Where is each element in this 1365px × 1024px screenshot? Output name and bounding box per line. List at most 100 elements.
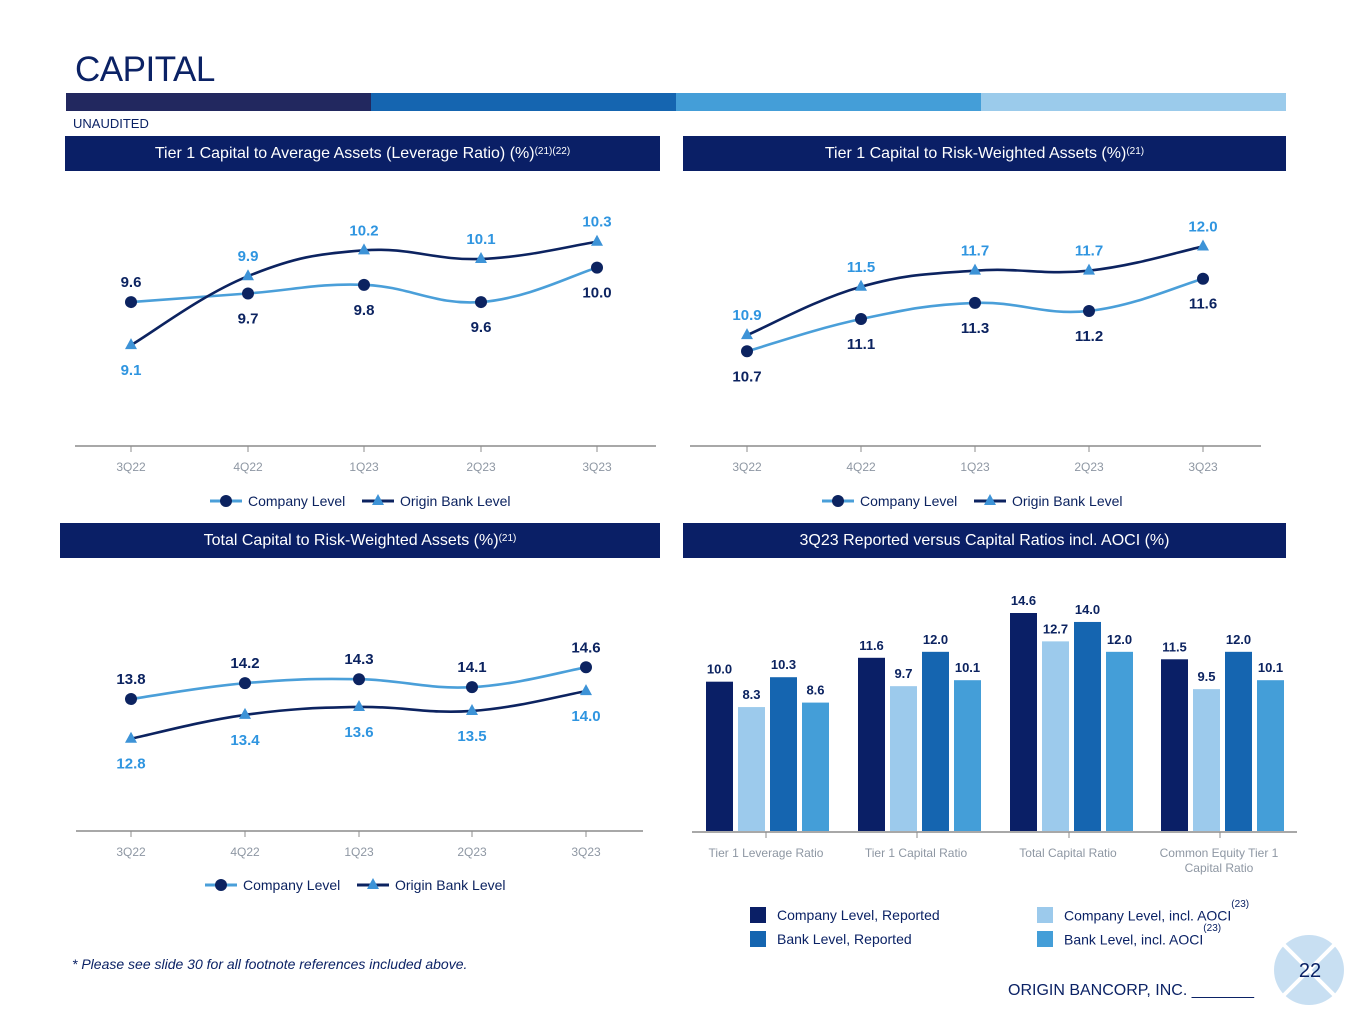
bank-data-point [741, 328, 753, 340]
page-number-badge: 22 [1274, 935, 1344, 1005]
data-label: 12.8 [116, 756, 145, 773]
legend-label-bank: Origin Bank Level [1012, 493, 1123, 509]
bar-company-reported [1010, 613, 1037, 831]
company-data-point [125, 296, 137, 309]
company-data-point [969, 296, 981, 309]
panel-title: Total Capital to Risk-Weighted Assets (%… [203, 531, 499, 549]
header-stripe-4 [981, 93, 1286, 111]
unaudited-label: UNAUDITED [73, 116, 149, 131]
x-tick-label: 2Q23 [457, 845, 487, 859]
company-data-point [855, 313, 867, 326]
header-stripe-1 [66, 93, 371, 111]
bar-data-label: 14.0 [1075, 602, 1100, 617]
category-label: Total Capital Ratio [1019, 846, 1117, 860]
legend-label-bank: Origin Bank Level [400, 493, 511, 509]
bar-company-aoci [1042, 641, 1069, 831]
data-label: 10.1 [466, 231, 495, 248]
data-label: 11.7 [961, 243, 989, 260]
legend-label-bank: Origin Bank Level [395, 877, 506, 893]
data-label: 13.4 [230, 732, 260, 749]
bar-bank-aoci [1257, 680, 1284, 831]
bank-data-point [855, 279, 867, 291]
data-label: 10.3 [582, 214, 611, 231]
bank-data-point [353, 699, 365, 711]
data-label: 11.6 [1189, 296, 1217, 313]
bar-data-label: 9.7 [894, 666, 912, 681]
legend-swatch-bank-aoci [1037, 931, 1053, 947]
legend-label-company-reported: Company Level, Reported [777, 907, 940, 923]
data-label: 14.2 [230, 655, 259, 672]
category-label: Tier 1 Capital Ratio [865, 846, 968, 860]
x-tick-label: 3Q22 [116, 845, 146, 859]
company-data-point [1197, 272, 1209, 285]
bar-bank-reported [922, 651, 949, 831]
legend-swatch-company-reported [750, 907, 766, 923]
bar-data-label: 12.0 [1226, 632, 1251, 647]
category-label: Common Equity Tier 1 [1160, 846, 1279, 860]
bank-data-point [591, 234, 603, 246]
company-data-point [358, 278, 370, 291]
legend-label-company: Company Level [248, 493, 345, 509]
x-tick-label: 3Q22 [116, 460, 146, 474]
bank-data-point [239, 707, 251, 719]
bar-data-label: 10.1 [1258, 660, 1283, 675]
company-data-point [242, 287, 254, 300]
panel-header-leverage: Tier 1 Capital to Average Assets (Levera… [65, 136, 660, 171]
x-tick-label: 3Q23 [571, 845, 601, 859]
bank-data-point [125, 731, 137, 743]
data-label: 9.6 [471, 319, 492, 336]
legend-company-marker-icon [832, 495, 844, 507]
company-data-point [475, 296, 487, 309]
data-label: 11.7 [1075, 243, 1103, 260]
bar-bank-aoci [1106, 651, 1133, 831]
bank-data-point [1197, 239, 1209, 251]
company-data-point [580, 661, 592, 674]
bank-data-point [358, 243, 370, 255]
data-label: 10.0 [582, 285, 611, 302]
data-label: 10.7 [732, 368, 761, 385]
legend-label-bank-reported: Bank Level, Reported [777, 931, 912, 947]
legend-swatch-bank-reported [750, 931, 766, 947]
data-label: 11.5 [847, 259, 875, 276]
x-tick-label: 2Q23 [1074, 460, 1104, 474]
data-label: 11.1 [847, 336, 875, 353]
data-label: 12.0 [1188, 218, 1217, 235]
panel-title-footnote: (21) [498, 533, 517, 544]
x-tick-label: 4Q22 [846, 460, 876, 474]
data-label: 9.6 [121, 274, 142, 291]
bank-data-point [125, 338, 137, 350]
panel-title: Tier 1 Capital to Average Assets (Levera… [154, 144, 535, 162]
bar-bank-reported [770, 677, 797, 831]
legend-bank-marker-icon [372, 494, 384, 505]
bar-data-label: 14.6 [1011, 593, 1036, 608]
page-number: 22 [1299, 960, 1321, 982]
legend-label-bank-aoci: Bank Level, incl. AOCI(23) [1064, 923, 1222, 948]
bank-data-point [1083, 263, 1095, 275]
data-label: 10.2 [349, 222, 378, 239]
panel-header-tier1-rwa: Tier 1 Capital to Risk-Weighted Assets (… [683, 136, 1286, 171]
bank-data-point [969, 263, 981, 275]
bar-bank-reported [1225, 651, 1252, 831]
header-stripe-2 [371, 93, 676, 111]
x-tick-label: 4Q22 [233, 460, 263, 474]
bank-data-point [466, 703, 478, 715]
company-data-point [1083, 304, 1095, 317]
bank-data-point [580, 684, 592, 696]
company-data-point [125, 693, 137, 706]
bar-company-reported [706, 681, 733, 831]
x-tick-label: 1Q23 [344, 845, 374, 859]
bar-data-label: 8.6 [806, 683, 824, 698]
data-label: 14.0 [571, 708, 600, 725]
x-tick-label: 2Q23 [466, 460, 496, 474]
legend-label-company-aoci: Company Level, incl. AOCI(23) [1064, 899, 1250, 924]
x-tick-label: 3Q23 [1188, 460, 1218, 474]
bar-company-reported [1161, 659, 1188, 831]
legend-swatch-company-aoci [1037, 907, 1053, 923]
bar-bank-aoci [802, 702, 829, 831]
x-tick-label: 4Q22 [230, 845, 260, 859]
data-label: 9.1 [121, 362, 142, 379]
bar-company-aoci [890, 686, 917, 831]
